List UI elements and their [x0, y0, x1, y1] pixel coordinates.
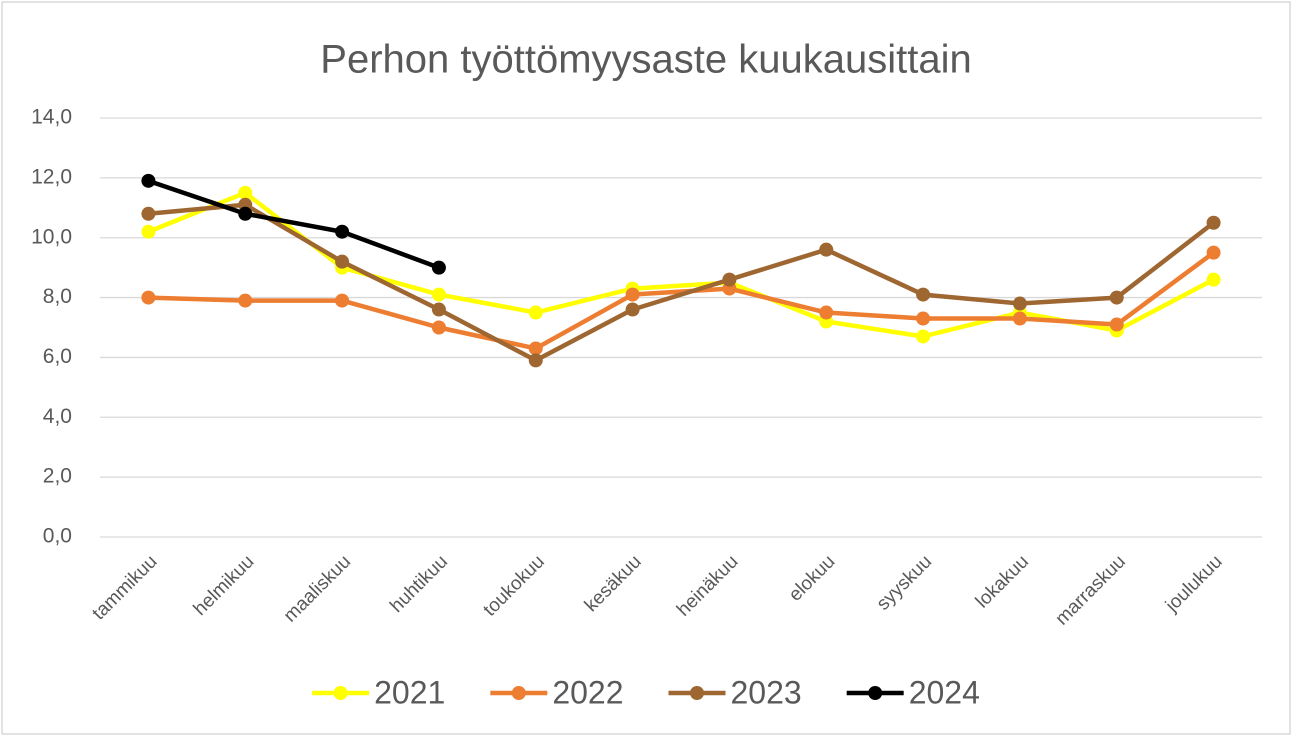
- legend-item: 2021: [312, 674, 445, 710]
- chart-title: Perhon työttömyysaste kuukausittain: [320, 38, 971, 82]
- series-marker: [335, 293, 350, 308]
- series-marker: [431, 287, 446, 302]
- legend-marker: [690, 686, 704, 700]
- series-marker: [1012, 296, 1027, 311]
- series-line: [147, 178, 440, 270]
- series-marker: [916, 287, 931, 302]
- series-marker: [238, 185, 253, 200]
- series-marker: [819, 242, 834, 257]
- series-marker: [625, 287, 640, 302]
- series-marker: [722, 272, 737, 287]
- legend-marker: [511, 686, 526, 700]
- series-marker: [625, 302, 640, 317]
- series-marker: [141, 206, 156, 221]
- y-tick-label: 12,0: [31, 165, 72, 188]
- y-tick-label: 2,0: [43, 465, 72, 488]
- series-marker: [141, 173, 156, 188]
- y-tick-label: 6,0: [43, 345, 72, 368]
- legend-label: 2021: [374, 674, 445, 710]
- series-marker: [1206, 245, 1221, 260]
- series-marker: [141, 290, 156, 305]
- series-marker: [528, 341, 543, 356]
- y-tick-label: 8,0: [43, 285, 72, 308]
- legend-item: 2024: [846, 674, 980, 710]
- series-marker: [819, 305, 834, 320]
- series-marker: [916, 329, 931, 344]
- series-marker: [528, 353, 543, 368]
- series-marker: [238, 293, 253, 308]
- series-marker: [335, 224, 350, 239]
- series-marker: [431, 302, 446, 317]
- series-marker: [1109, 290, 1124, 305]
- series-marker: [1206, 272, 1221, 287]
- series-line: [148, 202, 1215, 363]
- legend-label: 2024: [909, 674, 980, 710]
- y-tick-label: 0,0: [43, 525, 72, 548]
- series-line: [148, 250, 1215, 351]
- legend-item: 2023: [668, 674, 802, 710]
- y-tick-label: 10,0: [31, 225, 72, 248]
- y-tick-label: 4,0: [43, 405, 72, 428]
- series-marker: [335, 254, 350, 269]
- series-marker: [1206, 215, 1221, 230]
- legend-item: 2022: [490, 674, 624, 710]
- legend-marker: [333, 686, 348, 700]
- series-marker: [431, 260, 446, 275]
- series-marker: [1109, 317, 1124, 332]
- legend-marker: [868, 686, 883, 700]
- series-marker: [238, 206, 253, 221]
- series-line: [147, 190, 1215, 339]
- series-marker: [528, 305, 543, 320]
- series-marker: [1012, 311, 1027, 326]
- series-marker: [916, 311, 931, 326]
- legend-label: 2022: [552, 674, 623, 710]
- legend-label: 2023: [731, 674, 802, 710]
- y-tick-label: 14,0: [31, 106, 72, 129]
- series-marker: [431, 320, 446, 335]
- series-marker: [141, 224, 156, 239]
